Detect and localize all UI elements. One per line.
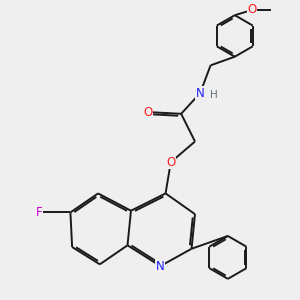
Text: F: F xyxy=(36,206,43,219)
Text: N: N xyxy=(196,86,205,100)
Text: O: O xyxy=(166,156,176,169)
Text: O: O xyxy=(144,106,153,118)
Text: N: N xyxy=(156,260,165,273)
Text: O: O xyxy=(248,4,257,16)
Text: H: H xyxy=(210,90,218,100)
